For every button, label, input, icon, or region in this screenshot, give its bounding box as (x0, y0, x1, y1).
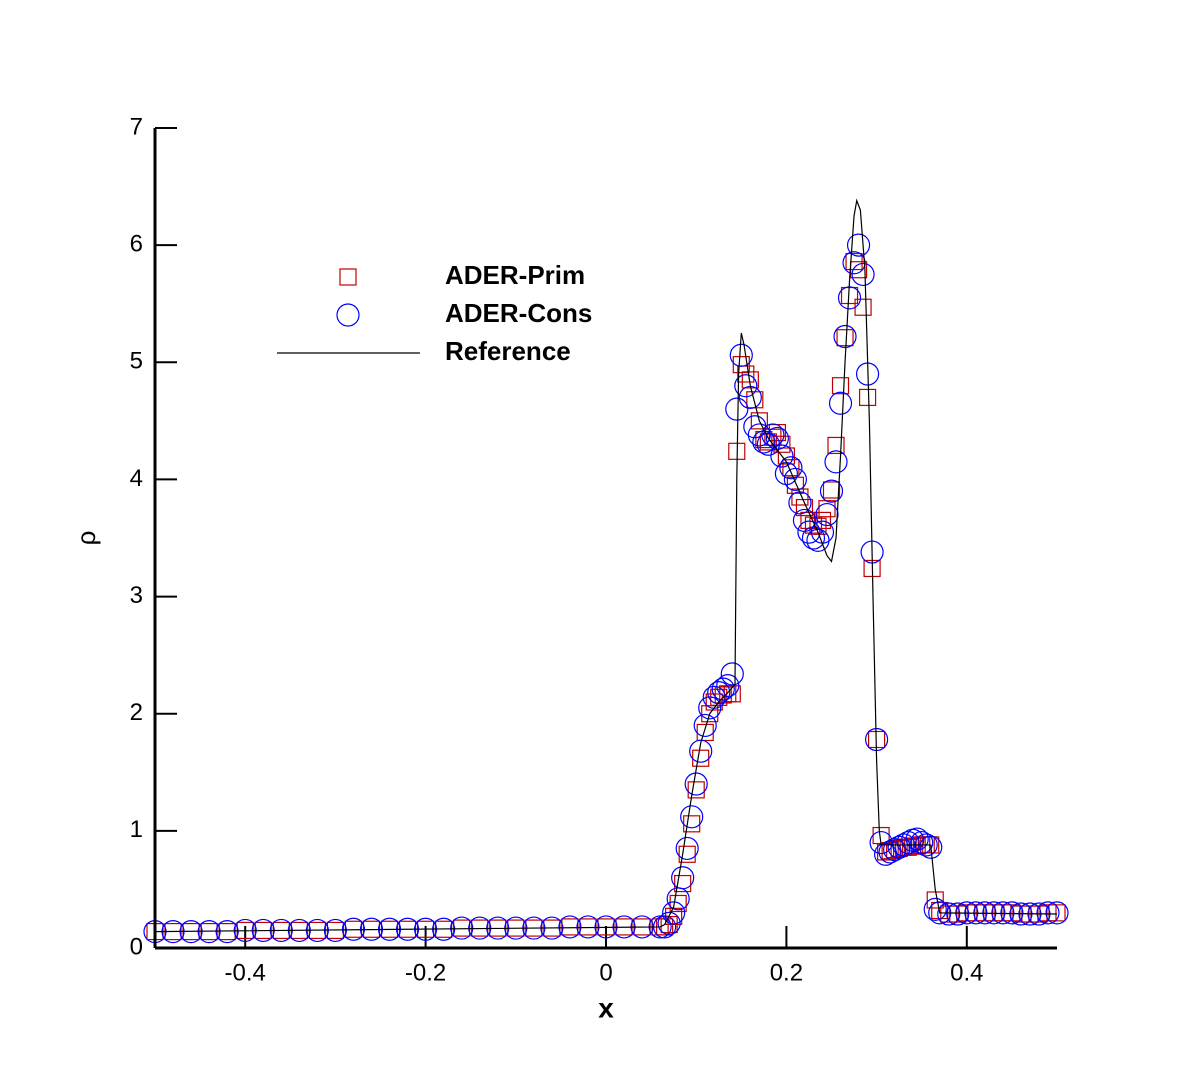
x-tick-label: 0.2 (770, 959, 803, 986)
circle-marker (824, 450, 848, 474)
square-marker (737, 365, 755, 383)
y-tick-label: 5 (130, 348, 143, 375)
legend-marker (336, 303, 360, 327)
circle-marker (1036, 901, 1060, 925)
square-marker (579, 918, 597, 936)
legend-label: ADER-Prim (445, 260, 585, 290)
circle-marker (761, 423, 785, 447)
square-marker (750, 412, 768, 430)
square-marker (822, 481, 841, 499)
circle-marker (729, 343, 753, 367)
y-tick-label: 4 (130, 465, 143, 492)
circle-marker (946, 902, 970, 926)
square-marker (1048, 904, 1066, 922)
square-marker (795, 498, 814, 517)
circle-marker (734, 374, 758, 398)
circle-marker (833, 324, 857, 349)
circle-marker (851, 262, 875, 287)
x-tick-label: 0 (599, 959, 612, 986)
circle-marker (558, 915, 582, 939)
circle-marker (698, 696, 722, 720)
legend-label: ADER-Cons (445, 298, 592, 328)
square-marker (890, 839, 908, 858)
square-marker (804, 516, 823, 534)
circle-marker (819, 479, 844, 503)
circle-marker (869, 830, 893, 855)
circle-marker (801, 526, 826, 550)
square-marker (773, 435, 791, 453)
circle-marker (815, 502, 839, 527)
circle-marker (657, 911, 681, 936)
x-tick-label: -0.2 (405, 959, 446, 986)
y-tick-label: 1 (130, 816, 143, 843)
circle-marker (846, 233, 871, 257)
y-tick-label: 3 (130, 582, 143, 609)
square-marker (858, 388, 877, 407)
circle-marker (905, 827, 929, 851)
y-tick-label: 7 (130, 113, 143, 140)
circle-marker (783, 467, 808, 492)
circle-marker (919, 835, 943, 859)
square-marker (674, 874, 692, 893)
square-marker (561, 918, 579, 936)
y-tick-label: 2 (130, 699, 143, 726)
circle-marker (937, 902, 961, 926)
circle-marker (828, 391, 853, 415)
circle-marker (779, 456, 803, 480)
circle-marker (842, 251, 866, 275)
circle-marker (738, 385, 762, 410)
circle-marker (675, 836, 699, 861)
square-marker (218, 922, 236, 941)
y-tick-label: 6 (130, 230, 143, 257)
circle-marker (896, 830, 920, 855)
x-axis-label: x (598, 992, 614, 1023)
circle-marker (770, 444, 794, 468)
square-marker (669, 894, 687, 913)
square-marker (453, 919, 471, 937)
square-marker (813, 511, 832, 530)
circle-marker (716, 673, 740, 698)
square-marker (732, 356, 750, 374)
square-marker (687, 781, 705, 799)
square-marker (759, 433, 777, 451)
legend-marker (339, 268, 357, 286)
reference-line (154, 198, 1058, 933)
circle-marker (693, 713, 717, 738)
x-tick-label: -0.4 (225, 959, 266, 986)
circle-marker (720, 662, 744, 686)
square-marker (831, 377, 850, 395)
square-marker (836, 329, 854, 347)
square-marker (782, 459, 800, 477)
circle-marker (707, 681, 731, 705)
x-tick-label: 0.4 (950, 959, 983, 986)
circle-marker (923, 897, 947, 921)
circle-marker (684, 772, 708, 796)
square-marker (701, 705, 719, 723)
circle-marker (671, 866, 695, 890)
circle-marker (725, 397, 749, 421)
y-axis-label: ρ (71, 531, 101, 546)
circle-marker (747, 423, 771, 447)
circle-marker (680, 805, 704, 829)
circle-marker (711, 677, 735, 701)
square-marker (678, 845, 696, 863)
circle-marker (1045, 901, 1069, 925)
circle-marker (797, 520, 821, 544)
square-marker (827, 436, 845, 455)
square-marker (755, 431, 773, 449)
square-marker (777, 447, 796, 465)
circle-marker (1000, 901, 1024, 925)
square-marker (692, 749, 710, 767)
circle-marker (689, 739, 713, 763)
circle-marker (662, 901, 686, 925)
y-tick-label: 0 (130, 933, 143, 960)
square-marker (881, 842, 899, 860)
legend-label: Reference (445, 336, 571, 366)
square-marker (809, 517, 827, 535)
